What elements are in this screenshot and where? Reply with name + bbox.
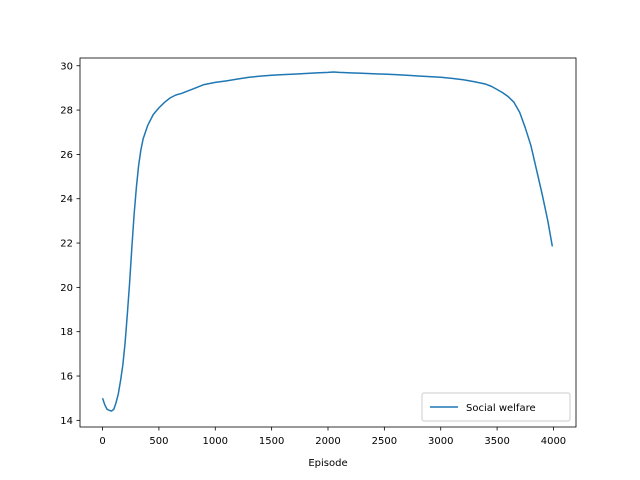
- series-lines: [101, 71, 554, 412]
- x-tick-label: 1000: [203, 436, 228, 447]
- y-tick-label: 30: [60, 61, 73, 72]
- x-tick-label: 3000: [428, 436, 453, 447]
- x-tick-label: 2000: [315, 436, 340, 447]
- y-tick-label: 24: [60, 194, 73, 205]
- y-axis-ticks: 14 16 18 20 22 24 26 28 30: [60, 61, 80, 427]
- legend: Social welfare: [421, 392, 571, 422]
- x-axis-label: Episode: [308, 458, 347, 469]
- y-tick-label: 20: [60, 283, 73, 294]
- x-tick-label: 3500: [484, 436, 509, 447]
- y-tick-label: 28: [60, 106, 73, 117]
- x-tick-label: 4000: [541, 436, 566, 447]
- x-tick-label: 0: [99, 436, 105, 447]
- x-axis-ticks: 0 500 1000 1500 2000 2500 3000 3500 4000: [99, 427, 566, 447]
- x-tick-label: 1500: [259, 436, 284, 447]
- y-tick-label: 22: [60, 239, 73, 250]
- x-tick-label: 2500: [372, 436, 397, 447]
- series-line-social-welfare: [101, 71, 554, 412]
- y-tick-label: 26: [60, 150, 73, 161]
- y-tick-label: 16: [60, 372, 73, 383]
- y-tick-label: 18: [60, 327, 73, 338]
- legend-label-social-welfare: Social welfare: [466, 403, 536, 414]
- legend-box: [421, 392, 571, 422]
- x-tick-label: 500: [149, 436, 168, 447]
- y-tick-label: 14: [60, 416, 73, 427]
